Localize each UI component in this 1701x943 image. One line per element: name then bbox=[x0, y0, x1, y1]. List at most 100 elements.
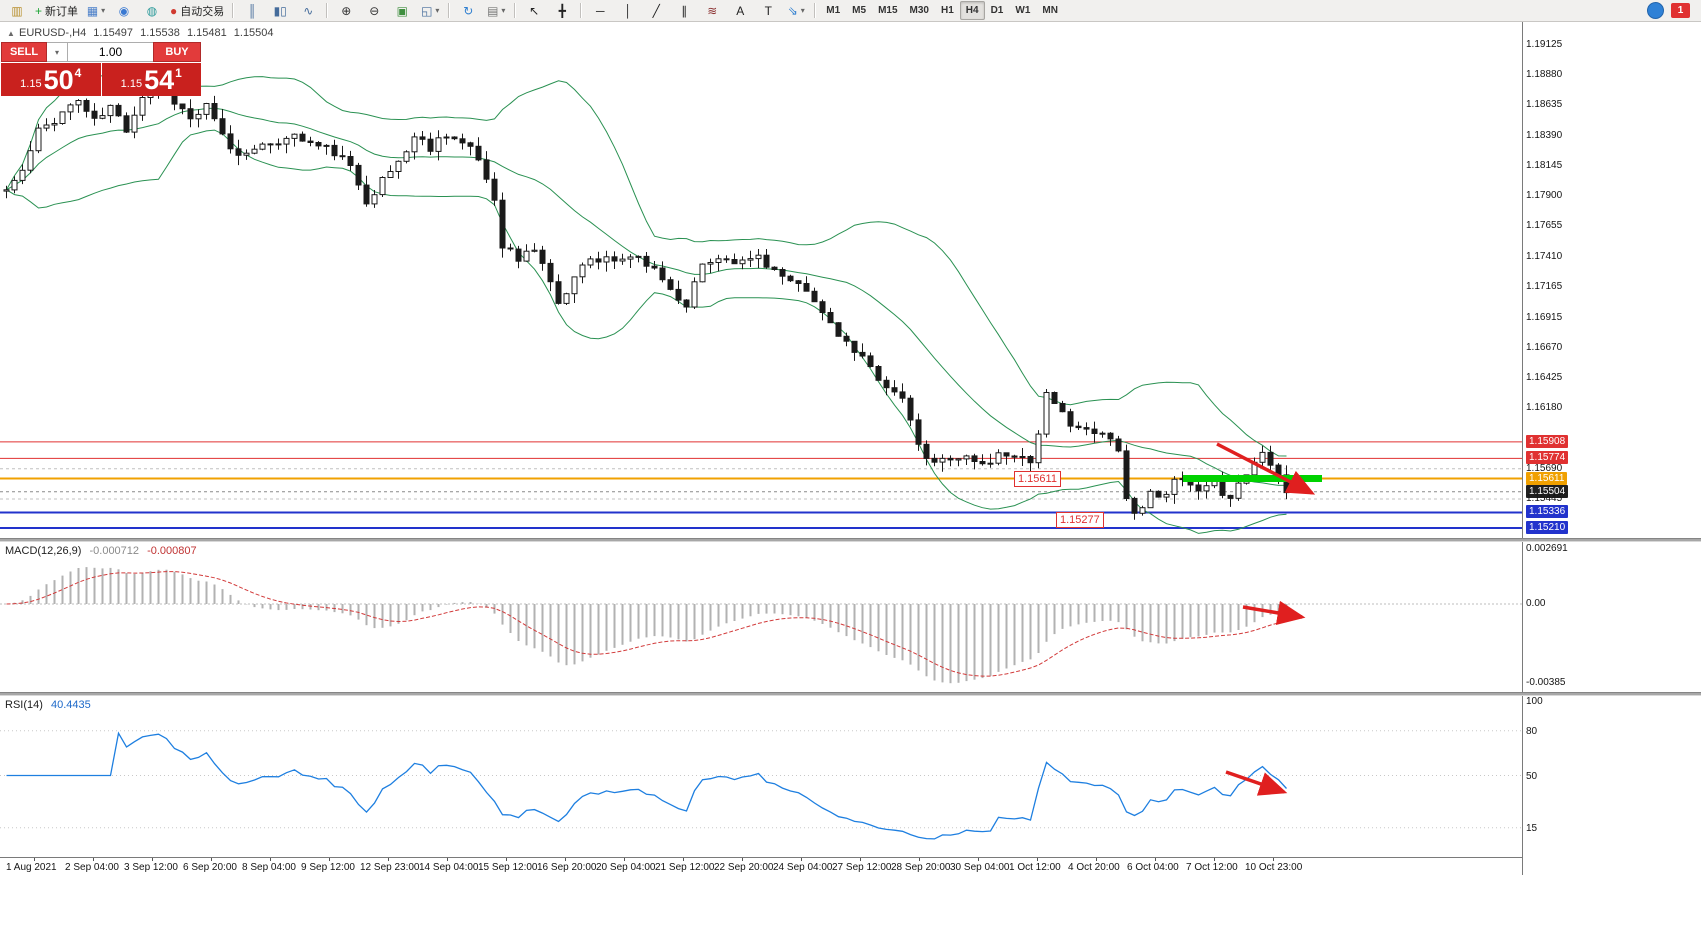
volume-input[interactable] bbox=[68, 42, 153, 62]
price-tag-annotation[interactable]: 1.15277 bbox=[1056, 512, 1104, 528]
timeframe-h4-button[interactable]: H4 bbox=[959, 1, 985, 20]
zoom-out-button[interactable]: ⊖ bbox=[360, 1, 388, 21]
price-level-label: 1.15504 bbox=[1526, 485, 1569, 498]
sell-price-big: 50 bbox=[43, 65, 74, 95]
tile-windows-icon: ▣ bbox=[396, 3, 408, 18]
time-axis-label: 1 Oct 12:00 bbox=[1009, 862, 1061, 873]
price-axis-label: 1.18880 bbox=[1526, 69, 1563, 80]
rsi-axis-label: 100 bbox=[1526, 696, 1543, 707]
camera-icon: ▤ bbox=[487, 3, 499, 18]
sell-price-pip: 4 bbox=[74, 66, 82, 80]
label-button[interactable]: T bbox=[754, 1, 782, 21]
tile-windows-button[interactable]: ▣ bbox=[388, 1, 416, 21]
rsi-axis-label: 50 bbox=[1526, 771, 1538, 782]
timeframe-mn-button[interactable]: MN bbox=[1042, 5, 1058, 16]
time-axis-tick bbox=[801, 858, 802, 861]
time-axis-label: 9 Sep 12:00 bbox=[301, 862, 355, 873]
bar-chart-button[interactable]: ║ bbox=[238, 1, 266, 21]
toolbar-separator bbox=[514, 3, 517, 18]
time-axis-tick bbox=[34, 858, 35, 861]
sell-button[interactable]: SELL bbox=[1, 42, 47, 62]
time-axis-tick bbox=[506, 858, 507, 861]
chart-title-bar: ▲ EURUSD-,H4 1.15497 1.15538 1.15481 1.1… bbox=[7, 27, 278, 39]
buy-button[interactable]: BUY bbox=[153, 42, 201, 62]
timeframe-m15-button[interactable]: M15 bbox=[878, 5, 898, 16]
refresh-icon: ↻ bbox=[463, 3, 474, 18]
price-tag-annotation[interactable]: 1.15611 bbox=[1014, 471, 1061, 487]
market-watch-button[interactable]: ◉ bbox=[110, 1, 138, 21]
new-order-button-label: 新订单 bbox=[45, 5, 79, 18]
candlestick-chart-button[interactable]: ▮▯ bbox=[266, 1, 294, 21]
time-axis-tick bbox=[978, 858, 979, 861]
time-axis-label: 16 Sep 20:00 bbox=[537, 862, 597, 873]
time-axis-label: 12 Sep 23:00 bbox=[360, 862, 420, 873]
main-chart-canvas[interactable] bbox=[0, 22, 1522, 538]
timeframe-m1-button[interactable]: M1 bbox=[826, 5, 841, 16]
zoom-in-button[interactable]: ⊕ bbox=[332, 1, 360, 21]
new-chart-button[interactable]: ▥ bbox=[3, 1, 31, 21]
buy-price-button[interactable]: 1.15 54 1 bbox=[101, 63, 201, 96]
refresh-button[interactable]: ↻ bbox=[454, 1, 482, 21]
layouts-icon: ▦ bbox=[86, 3, 99, 18]
macd-name: MACD(12,26,9) bbox=[5, 545, 82, 557]
rsi-canvas[interactable] bbox=[0, 696, 1522, 857]
toolbar-separator bbox=[580, 3, 583, 18]
price-level-label: 1.15690 bbox=[1526, 463, 1563, 474]
sell-price-button[interactable]: 1.15 50 4 bbox=[1, 63, 101, 96]
fibonacci-button[interactable]: ≋ bbox=[698, 1, 726, 21]
alerts-badge[interactable]: 1 bbox=[1671, 3, 1690, 18]
time-axis-tick bbox=[624, 858, 625, 861]
price-axis-label: 1.17165 bbox=[1526, 281, 1563, 292]
trend-arrow-annotation[interactable] bbox=[1216, 442, 1316, 495]
time-axis-label: 28 Sep 20:00 bbox=[891, 862, 951, 873]
chevron-down-icon: ▾ bbox=[435, 6, 440, 15]
price-level-label: 1.15908 bbox=[1526, 435, 1569, 448]
time-axis-label: 8 Sep 04:00 bbox=[242, 862, 296, 873]
new-order-button[interactable]: + 新订单 bbox=[31, 1, 82, 21]
crosshair-icon: ╋ bbox=[558, 3, 566, 18]
data-window-button[interactable]: ◍ bbox=[138, 1, 166, 21]
time-axis: 1 Aug 2021 2 Sep 04:00 3 Sep 12:00 6 Sep 20… bbox=[0, 857, 1522, 876]
price-axis-label: 1.17655 bbox=[1526, 220, 1563, 231]
channel-icon: ∥ bbox=[681, 3, 688, 18]
timeframe-m5-button[interactable]: M5 bbox=[852, 5, 867, 16]
vertical-line-button[interactable]: │ bbox=[614, 1, 642, 21]
toolbar-right: 1 bbox=[1647, 2, 1698, 19]
crosshair-button[interactable]: ╋ bbox=[548, 1, 576, 21]
cursor-button[interactable]: ↖ bbox=[520, 1, 548, 21]
chevron-down-icon: ▾ bbox=[54, 47, 59, 57]
buy-price-prefix: 1.15 bbox=[120, 78, 143, 90]
volume-dropdown[interactable]: ▾ bbox=[47, 42, 68, 62]
time-axis-label: 4 Oct 20:00 bbox=[1068, 862, 1120, 873]
screenshot-button[interactable]: ▤ ▾ bbox=[482, 1, 510, 21]
macd-value-signal: -0.000807 bbox=[147, 545, 197, 557]
cascade-windows-button[interactable]: ◱ ▾ bbox=[416, 1, 444, 21]
horizontal-line-button[interactable]: ─ bbox=[586, 1, 614, 21]
arrows-button[interactable]: ⇘ ▾ bbox=[782, 1, 810, 21]
channel-button[interactable]: ∥ bbox=[670, 1, 698, 21]
chart-layouts-button[interactable]: ▦ ▾ bbox=[82, 1, 110, 21]
line-chart-button[interactable]: ∿ bbox=[294, 1, 322, 21]
panel-splitter[interactable] bbox=[0, 692, 1701, 696]
price-level-label: 1.15210 bbox=[1526, 521, 1569, 534]
timeframe-m30-button[interactable]: M30 bbox=[909, 5, 929, 16]
bollinger-lower-band bbox=[6, 129, 1287, 534]
time-axis-label: 27 Sep 12:00 bbox=[832, 862, 892, 873]
community-button[interactable] bbox=[1647, 2, 1664, 19]
sell-price-prefix: 1.15 bbox=[20, 78, 42, 90]
trendline-button[interactable]: ╱ bbox=[642, 1, 670, 21]
support-highlight-bar[interactable] bbox=[1183, 475, 1322, 482]
trend-arrow-annotation[interactable] bbox=[1225, 770, 1288, 796]
time-axis-tick bbox=[211, 858, 212, 861]
panel-splitter[interactable] bbox=[0, 538, 1701, 542]
text-button[interactable]: A bbox=[726, 1, 754, 21]
timeframe-w1-button[interactable]: W1 bbox=[1015, 5, 1031, 16]
trend-arrow-annotation[interactable] bbox=[1242, 600, 1306, 625]
time-axis-label: 7 Oct 12:00 bbox=[1186, 862, 1238, 873]
macd-canvas[interactable] bbox=[0, 542, 1522, 692]
zoom-in-icon: ⊕ bbox=[341, 3, 352, 18]
timeframe-h1-button[interactable]: H1 bbox=[940, 5, 954, 16]
timeframe-d1-button[interactable]: D1 bbox=[990, 5, 1004, 16]
auto-trading-button[interactable]: ● 自动交易 bbox=[166, 1, 228, 21]
